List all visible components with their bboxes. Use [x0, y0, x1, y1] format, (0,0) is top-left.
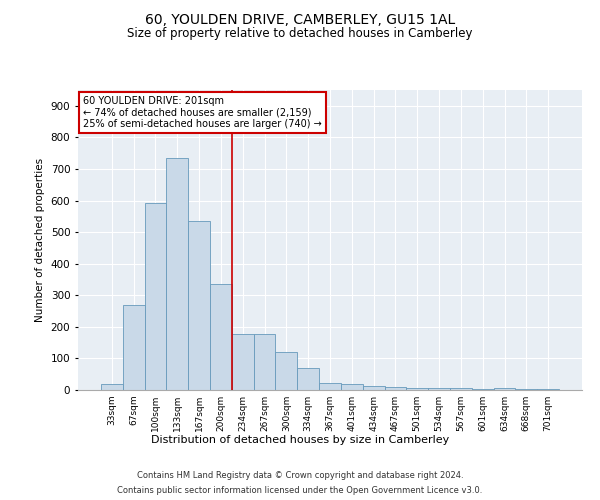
- Text: 60, YOULDEN DRIVE, CAMBERLEY, GU15 1AL: 60, YOULDEN DRIVE, CAMBERLEY, GU15 1AL: [145, 12, 455, 26]
- Bar: [232, 334, 254, 390]
- Y-axis label: Number of detached properties: Number of detached properties: [35, 158, 45, 322]
- Bar: [450, 388, 472, 390]
- Bar: [385, 388, 406, 390]
- Bar: [319, 383, 341, 390]
- Bar: [297, 368, 319, 390]
- Bar: [123, 304, 145, 390]
- Bar: [101, 384, 123, 390]
- Bar: [188, 221, 210, 390]
- Text: 60 YOULDEN DRIVE: 201sqm
← 74% of detached houses are smaller (2,159)
25% of sem: 60 YOULDEN DRIVE: 201sqm ← 74% of detach…: [83, 96, 322, 129]
- Text: Distribution of detached houses by size in Camberley: Distribution of detached houses by size …: [151, 435, 449, 445]
- Bar: [275, 352, 297, 390]
- Text: Size of property relative to detached houses in Camberley: Size of property relative to detached ho…: [127, 28, 473, 40]
- Bar: [341, 384, 363, 390]
- Text: Contains HM Land Registry data © Crown copyright and database right 2024.: Contains HM Land Registry data © Crown c…: [137, 471, 463, 480]
- Bar: [494, 388, 515, 390]
- Bar: [406, 388, 428, 390]
- Text: Contains public sector information licensed under the Open Government Licence v3: Contains public sector information licen…: [118, 486, 482, 495]
- Bar: [166, 158, 188, 390]
- Bar: [363, 386, 385, 390]
- Bar: [210, 284, 232, 390]
- Bar: [254, 334, 275, 390]
- Bar: [428, 388, 450, 390]
- Bar: [145, 202, 166, 390]
